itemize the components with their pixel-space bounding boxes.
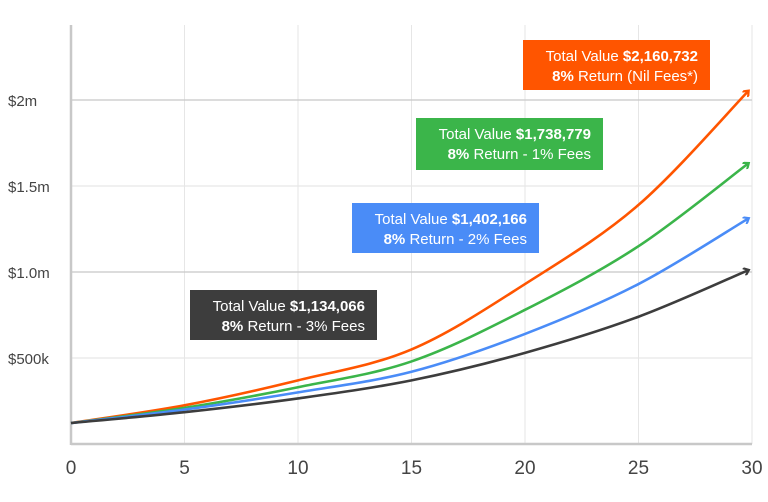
series-line <box>70 91 748 425</box>
x-tick-label: 5 <box>179 458 190 479</box>
label-return: 8% Return - 2% Fees <box>384 231 527 248</box>
label-rate: 8% <box>384 231 406 248</box>
label-fees: Return - 2% Fees <box>405 231 527 248</box>
x-tick-label: 20 <box>514 458 535 479</box>
y-tick-label: $2m <box>8 93 37 110</box>
label-value: $2,160,732 <box>623 48 698 65</box>
label-prefix: Total Value <box>439 126 516 143</box>
label-fees: Return - 1% Fees <box>469 146 591 163</box>
axes: 0 5 10 15 20 25 30 $500k $1.0m $1.5m $2m <box>8 25 763 479</box>
label-total-value: Total Value $1,402,166 <box>375 211 527 228</box>
x-tick-label: 10 <box>287 458 308 479</box>
label-prefix: Total Value <box>375 211 452 228</box>
label-fees: Return (Nil Fees*) <box>574 68 698 85</box>
label-background <box>352 203 539 253</box>
x-tick-label: 15 <box>401 458 422 479</box>
y-tick-label: $1.5m <box>8 179 50 196</box>
label-fees: Return - 3% Fees <box>243 318 365 335</box>
label-rate: 8% <box>448 146 470 163</box>
series-label-box: Total Value $1,402,166 8% Return - 2% Fee… <box>352 203 539 253</box>
x-tick-label: 30 <box>741 458 762 479</box>
series-labels: Total Value $2,160,732 8% Return (Nil Fee… <box>190 40 710 340</box>
label-value: $1,738,779 <box>516 126 591 143</box>
label-total-value: Total Value $1,134,066 <box>213 298 365 315</box>
label-value: $1,402,166 <box>452 211 527 228</box>
y-tick-label: $500k <box>8 351 49 368</box>
label-prefix: Total Value <box>546 48 623 65</box>
label-return: 8% Return - 3% Fees <box>222 318 365 335</box>
series-label-box: Total Value $1,134,066 8% Return - 3% Fee… <box>190 290 377 340</box>
series-line <box>70 270 748 425</box>
series-label-box: Total Value $1,738,779 8% Return - 1% Fee… <box>416 118 603 170</box>
label-prefix: Total Value <box>213 298 290 315</box>
label-return: 8% Return (Nil Fees*) <box>552 68 698 85</box>
label-background <box>190 290 377 340</box>
label-rate: 8% <box>552 68 574 85</box>
label-rate: 8% <box>222 318 244 335</box>
x-tick-label: 0 <box>66 458 77 479</box>
label-total-value: Total Value $1,738,779 <box>439 126 591 143</box>
x-tick-label: 25 <box>628 458 649 479</box>
label-background <box>416 118 603 170</box>
label-return: 8% Return - 1% Fees <box>448 146 591 163</box>
label-total-value: Total Value $2,160,732 <box>546 48 698 65</box>
y-tick-label: $1.0m <box>8 265 50 282</box>
series-line <box>70 164 748 425</box>
series-label-box: Total Value $2,160,732 8% Return (Nil Fee… <box>523 40 710 90</box>
grid <box>71 25 753 444</box>
series-lines <box>70 91 748 425</box>
label-background <box>523 40 710 90</box>
label-value: $1,134,066 <box>290 298 365 315</box>
series-line <box>70 219 748 425</box>
